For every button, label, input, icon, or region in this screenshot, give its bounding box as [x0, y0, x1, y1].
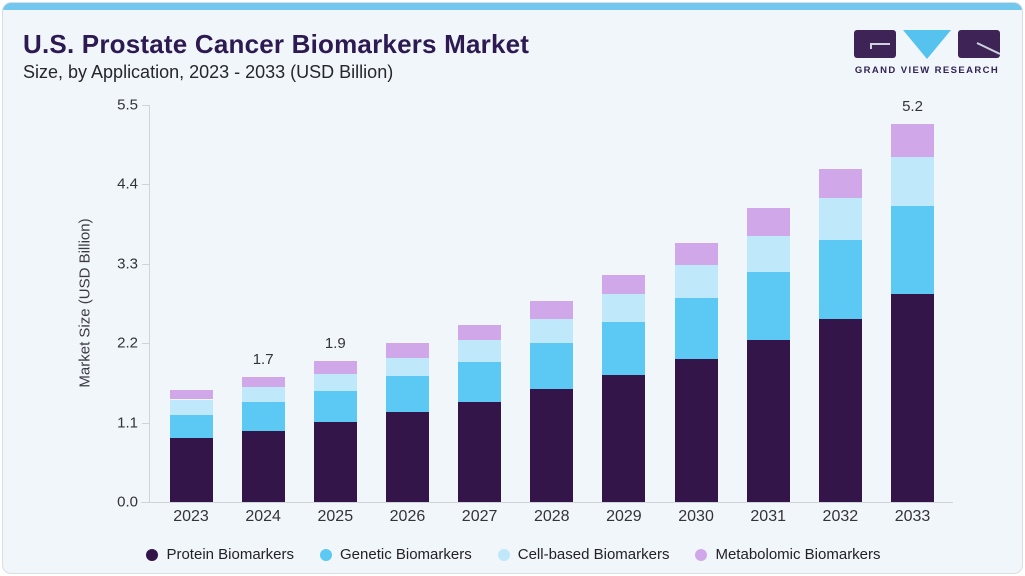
x-tick-label: 2023 [173, 508, 209, 525]
top-accent-strip [3, 3, 1022, 10]
legend-item: Metabolomic Biomarkers [695, 546, 881, 563]
y-tick-label: 2.2 [117, 334, 138, 352]
bar-segment-cell-based-biomarkers [530, 319, 574, 344]
legend-label: Cell-based Biomarkers [517, 546, 670, 563]
bar-value-label: 1.7 [252, 351, 274, 369]
bar-segment-metabolomic-biomarkers [746, 208, 790, 236]
bar-segment-genetic-biomarkers [530, 343, 574, 390]
logo-r-block-icon [958, 30, 1000, 58]
bar-segment-protein-biomarkers [746, 339, 790, 502]
bar-segment-cell-based-biomarkers [169, 399, 213, 415]
bar-segment-protein-biomarkers [169, 438, 213, 502]
y-axis-title: Market Size (USD Billion) [76, 218, 94, 388]
legend-label: Genetic Biomarkers [340, 546, 472, 563]
x-tick-label: 2025 [317, 508, 354, 525]
bar-segment-genetic-biomarkers [313, 390, 357, 422]
logo-g-block-icon [854, 30, 896, 58]
legend-dot-icon [146, 548, 159, 561]
bar-segment-protein-biomarkers [818, 318, 862, 502]
y-tick-label: 4.4 [117, 175, 138, 193]
bar-segment-protein-biomarkers [602, 374, 646, 502]
legend-item: Genetic Biomarkers [320, 546, 472, 563]
logo-v-triangle-icon [903, 29, 951, 59]
legend-item: Cell-based Biomarkers [497, 546, 670, 563]
bar-segment-protein-biomarkers [530, 389, 574, 502]
bar-segment-cell-based-biomarkers [818, 198, 862, 240]
bar-segment-genetic-biomarkers [241, 402, 285, 431]
x-tick-label: 2032 [822, 508, 859, 525]
bar-segment-genetic-biomarkers [746, 271, 790, 340]
bar-segment-cell-based-biomarkers [674, 265, 718, 299]
bar-segment-cell-based-biomarkers [891, 156, 934, 207]
bar-segment-protein-biomarkers [241, 430, 285, 502]
bar-value-label: 1.9 [324, 335, 346, 353]
x-tick-label: 2029 [606, 508, 642, 525]
legend-item: Protein Biomarkers [146, 546, 294, 563]
bar-segment-protein-biomarkers [674, 359, 718, 502]
x-tick-label: 2030 [678, 508, 714, 525]
x-tick-label: 2027 [461, 508, 498, 525]
logo-wordmark: GRAND VIEW RESEARCH [854, 65, 1000, 76]
bar-segment-metabolomic-biomarkers [602, 274, 646, 295]
y-tick-mark [142, 343, 149, 345]
bar-segment-metabolomic-biomarkers [458, 325, 502, 340]
x-tick-label: 2024 [245, 508, 281, 525]
y-tick-label: 3.3 [117, 255, 138, 273]
bar-segment-cell-based-biomarkers [458, 339, 502, 362]
y-tick-mark [142, 263, 149, 265]
bar-segment-cell-based-biomarkers [313, 373, 357, 391]
y-tick-mark [142, 184, 149, 186]
gvr-logo-marks [854, 29, 1000, 59]
y-axis-line [149, 105, 150, 502]
bar-segment-cell-based-biomarkers [602, 294, 646, 323]
y-tick-label: 1.1 [117, 414, 138, 432]
page-title: U.S. Prostate Cancer Biomarkers Market [23, 29, 530, 59]
bar-segment-cell-based-biomarkers [241, 387, 285, 403]
x-tick-label: 2026 [389, 508, 426, 525]
bar-segment-metabolomic-biomarkers [674, 242, 718, 266]
bar-segment-genetic-biomarkers [891, 206, 934, 295]
bar-segment-cell-based-biomarkers [746, 235, 790, 272]
bar-segment-metabolomic-biomarkers [169, 390, 213, 400]
legend-dot-icon [497, 548, 510, 561]
bar-segment-metabolomic-biomarkers [241, 377, 285, 388]
bar-segment-genetic-biomarkers [602, 322, 646, 375]
bar-segment-genetic-biomarkers [818, 239, 862, 319]
bar-value-label: 5.2 [902, 97, 923, 115]
bar-segment-genetic-biomarkers [674, 298, 718, 360]
stacked-bar-chart: Market Size (USD Billion) 0.0 1.1 2.2 3.3 4.… [3, 3, 1022, 573]
bar-segment-protein-biomarkers [385, 411, 429, 502]
x-axis-line [141, 502, 953, 503]
bar-segment-genetic-biomarkers [169, 414, 213, 439]
bar-segment-protein-biomarkers [458, 402, 502, 502]
x-tick-label: 2028 [533, 508, 570, 525]
page-subtitle: Size, by Application, 2023 - 2033 (USD B… [23, 62, 394, 82]
legend-dot-icon [695, 548, 708, 561]
bar-segment-metabolomic-biomarkers [818, 168, 862, 199]
bar-segment-metabolomic-biomarkers [313, 361, 357, 374]
x-tick-label: 2033 [894, 508, 931, 525]
bar-segment-genetic-biomarkers [458, 361, 502, 403]
y-tick-mark [142, 105, 149, 106]
legend-label: Metabolomic Biomarkers [715, 546, 881, 563]
x-tick-label: 2031 [750, 508, 786, 525]
gvr-logo: GRAND VIEW RESEARCH [854, 29, 1000, 76]
bar-segment-metabolomic-biomarkers [530, 300, 574, 320]
bar-segment-protein-biomarkers [891, 294, 934, 502]
bar-segment-metabolomic-biomarkers [891, 123, 934, 157]
bar-segment-protein-biomarkers [313, 421, 357, 502]
bar-segment-genetic-biomarkers [385, 376, 429, 412]
legend-label: Protein Biomarkers [166, 546, 295, 563]
legend-dot-icon [320, 548, 333, 561]
y-tick-mark [142, 502, 149, 503]
y-tick-label: 5.5 [117, 96, 138, 114]
y-tick-mark [142, 422, 149, 424]
bar-segment-metabolomic-biomarkers [385, 343, 429, 358]
chart-legend: Protein Biomarkers Genetic Biomarkers Cell… [3, 546, 1022, 563]
y-tick-label: 0.0 [117, 493, 138, 511]
bar-segment-cell-based-biomarkers [385, 357, 429, 377]
